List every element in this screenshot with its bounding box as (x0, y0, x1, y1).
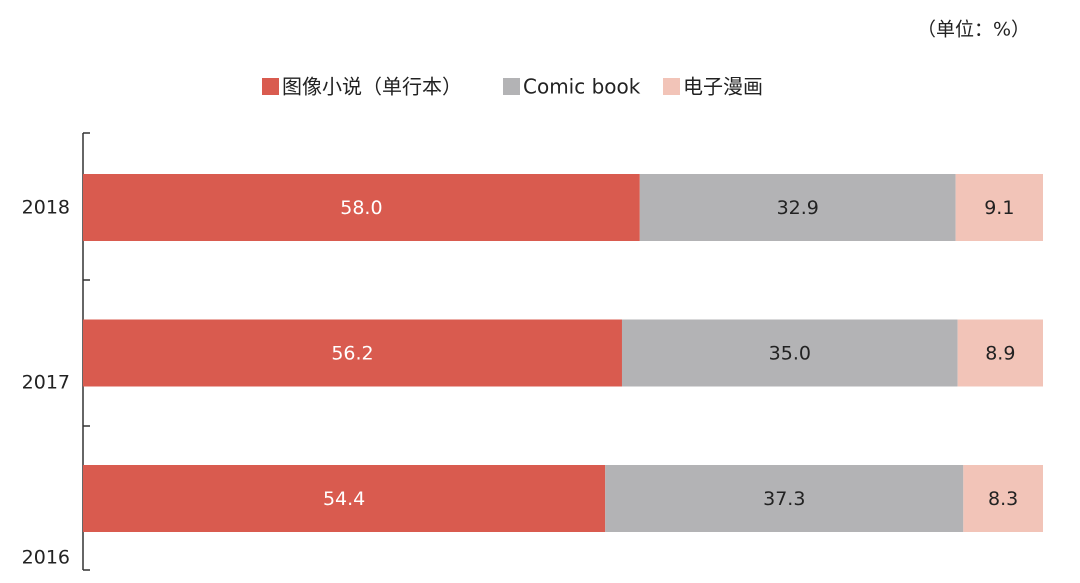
bar-segment (957, 319, 1043, 387)
legend-label: Comic book (523, 75, 641, 99)
bar-segment (639, 174, 956, 241)
bar-segment (83, 174, 640, 241)
legend-swatch (663, 78, 680, 95)
value-label: 32.9 (777, 197, 819, 219)
value-label: 9.1 (984, 197, 1014, 219)
bar-segment (83, 319, 622, 387)
value-label: 8.9 (985, 343, 1015, 365)
value-label: 37.3 (763, 488, 805, 510)
bar-segment (605, 465, 964, 532)
value-label: 54.4 (323, 488, 365, 510)
value-label: 56.2 (331, 343, 373, 365)
bar-segment (955, 174, 1043, 241)
legend-swatch (503, 78, 520, 95)
bar-segment (621, 319, 958, 387)
bar-segment (963, 465, 1043, 532)
bar-segment (83, 465, 606, 532)
legend-swatch (262, 78, 279, 95)
y-tick-label: 2016 (22, 547, 70, 569)
y-tick-label: 2017 (22, 372, 70, 394)
value-label: 8.3 (988, 488, 1018, 510)
y-tick-label: 2018 (22, 197, 70, 219)
legend-label: 电子漫画 (683, 75, 763, 99)
legend-label: 图像小说（单行本） (282, 75, 462, 99)
value-label: 35.0 (769, 343, 811, 365)
value-label: 58.0 (340, 197, 382, 219)
unit-note: （单位：%） (917, 19, 1030, 41)
